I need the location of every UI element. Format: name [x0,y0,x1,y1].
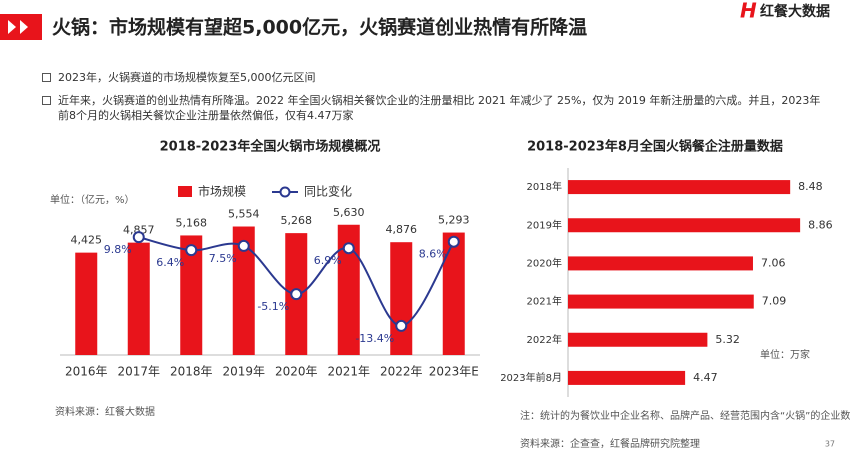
bar [232,226,255,355]
logo-mark: H [740,0,757,23]
line-point [290,288,303,301]
bullet: 2023年，火锅赛道的市场规模恢复至5,000亿元区间 [40,70,828,85]
unit-label: 单位：万家 [760,348,810,361]
data-label: 8.86 [808,218,833,231]
data-label: 5.32 [715,333,740,346]
data-label: 5,554 [228,208,260,221]
data-label: 4,876 [386,223,418,236]
bar [568,332,708,347]
x-tick-label: 2021年 [327,365,370,379]
bar [568,370,686,385]
x-tick-label: 2018年 [170,365,213,379]
data-label: 7.06 [761,256,786,269]
x-tick-label: 2023年E [429,365,479,379]
legend-swatch [178,186,192,197]
chart-title: 2018-2023年8月全国火锅餐企注册量数据 [527,139,783,155]
header-icon [8,20,16,34]
x-tick-label: 2020年 [275,365,318,379]
source: 资料来源：红餐大数据 [55,405,155,418]
y-tick-label: 2021年 [527,295,562,308]
bar [568,180,791,195]
note: 注：统计的为餐饮业中企业名称、品牌产品、经营范围内含“火锅”的企业数量 [520,409,850,422]
x-tick-label: 2022年 [380,365,423,379]
line-point [237,239,250,252]
y-tick-label: 2019年 [527,218,562,231]
data-label: 4,425 [71,234,103,247]
line-point [395,319,408,332]
data-label: 7.5% [209,252,237,265]
data-label: 6.4% [156,256,184,269]
data-label: -5.1% [257,300,289,313]
data-label: 9.8% [104,243,132,256]
bar [127,242,150,355]
data-label: 7.09 [762,295,787,308]
unit-label: 单位：（亿元，%） [50,193,135,206]
bar [75,252,98,355]
data-label: 5,630 [333,206,365,219]
bullet: 近年来，火锅赛道的创业热情有所降温。2022 年全国火锅相关餐饮企业的注册量相比… [40,93,828,123]
data-label: 8.6% [419,248,447,261]
data-label: 5,268 [281,214,313,227]
line-point [342,242,355,255]
y-tick-label: 2023年前8月 [500,371,562,384]
logo-text: 红餐大数据 [760,3,830,20]
y-tick-label: 2022年 [527,333,562,346]
data-label: 5,293 [438,214,470,227]
line-point [447,235,460,248]
bar [568,218,801,233]
data-label: 4,857 [123,224,155,237]
data-label: 5,168 [176,216,208,229]
legend-label: 同比变化 [304,184,352,199]
chart-title: 2018-2023年全国火锅市场规模概况 [160,139,381,155]
y-tick-label: 2020年 [527,256,562,269]
x-tick-label: 2016年 [65,365,108,379]
data-label: 8.48 [798,180,823,193]
legend-label: 市场规模 [198,184,246,199]
y-tick-label: 2018年 [527,180,562,193]
x-tick-label: 2017年 [117,365,160,379]
slide-title: 火锅：市场规模有望超5,000亿元，火锅赛道创业热情有所降温 [52,16,587,39]
bar [180,235,203,355]
bar [568,294,754,309]
note: 资料来源：企查查，红餐品牌研究院整理 [520,437,700,450]
bar [337,224,360,355]
data-label: -13.4% [355,332,394,345]
bar [442,232,465,355]
x-tick-label: 2019年 [222,365,265,379]
data-label: 4.47 [693,371,718,384]
legend-swatch [279,186,291,198]
line-point [132,231,145,244]
line-point [185,244,198,257]
data-label: 6.9% [314,254,342,267]
header-icon [20,20,28,34]
bar [568,256,753,271]
page-number: 37 [825,440,835,449]
